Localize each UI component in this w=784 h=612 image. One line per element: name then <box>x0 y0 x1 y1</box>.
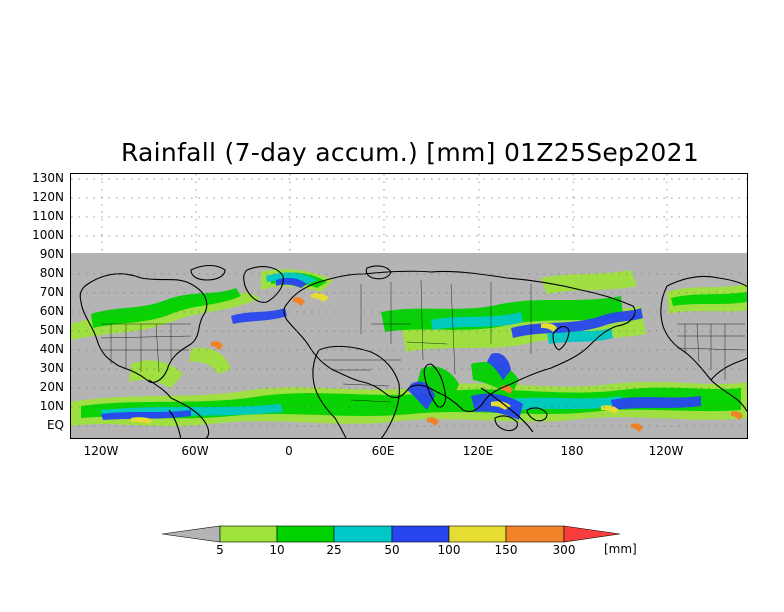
lon-label-0: 0 <box>285 444 293 458</box>
borders <box>100 279 746 403</box>
legend-label-100: 100 <box>437 543 461 557</box>
lat-label-80n: 80N <box>39 266 64 280</box>
legend-label-25: 25 <box>326 543 342 557</box>
lat-label-20n: 20N <box>39 380 64 394</box>
lat-label-120n: 120N <box>32 190 64 204</box>
map-title: Rainfall (7-day accum.) [mm] 01Z25Sep202… <box>120 138 700 167</box>
lat-label-90n: 90N <box>39 247 64 261</box>
color-legend <box>162 524 622 544</box>
legend-label-50: 50 <box>384 543 400 557</box>
lat-label-40n: 40N <box>39 342 64 356</box>
lat-label-130n: 130N <box>32 171 64 185</box>
lon-label-60w: 60W <box>181 444 209 458</box>
lat-label-10n: 10N <box>39 399 64 413</box>
legend-swatch-100-150 <box>448 525 507 543</box>
lat-label-100n: 100N <box>32 228 64 242</box>
lat-label-30n: 30N <box>39 361 64 375</box>
lon-label-120w-right: 120W <box>648 444 684 458</box>
legend-swatch-over-300 <box>563 525 621 543</box>
lon-label-180: 180 <box>560 444 584 458</box>
lat-label-110n: 110N <box>32 209 64 223</box>
graticule-lower <box>71 273 747 427</box>
color-legend-bar <box>162 525 621 543</box>
rainfall-map <box>70 173 748 439</box>
lat-label-70n: 70N <box>39 285 64 299</box>
rainfall-100-150 <box>131 293 619 424</box>
lon-label-60e: 60E <box>371 444 395 458</box>
lat-label-50n: 50N <box>39 323 64 337</box>
legend-label-300: 300 <box>552 543 576 557</box>
legend-swatch-5-10 <box>219 525 278 543</box>
legend-label-10: 10 <box>269 543 285 557</box>
legend-swatch-25-50 <box>333 525 393 543</box>
legend-unit: [mm] <box>604 542 637 556</box>
rainfall-map-canvas <box>71 174 747 438</box>
graticule-upper <box>71 174 747 253</box>
legend-label-5: 5 <box>216 543 224 557</box>
legend-swatch-50-100 <box>391 525 450 543</box>
legend-swatch-10-25 <box>276 525 335 543</box>
lat-label-eq: EQ <box>46 418 64 432</box>
land-outlines <box>79 264 747 438</box>
legend-swatch-150-300 <box>505 525 565 543</box>
lon-label-120e: 120E <box>462 444 494 458</box>
legend-label-150: 150 <box>494 543 518 557</box>
lat-label-60n: 60N <box>39 304 64 318</box>
lon-label-120w-left: 120W <box>83 444 119 458</box>
legend-swatch-below-5 <box>162 525 221 543</box>
